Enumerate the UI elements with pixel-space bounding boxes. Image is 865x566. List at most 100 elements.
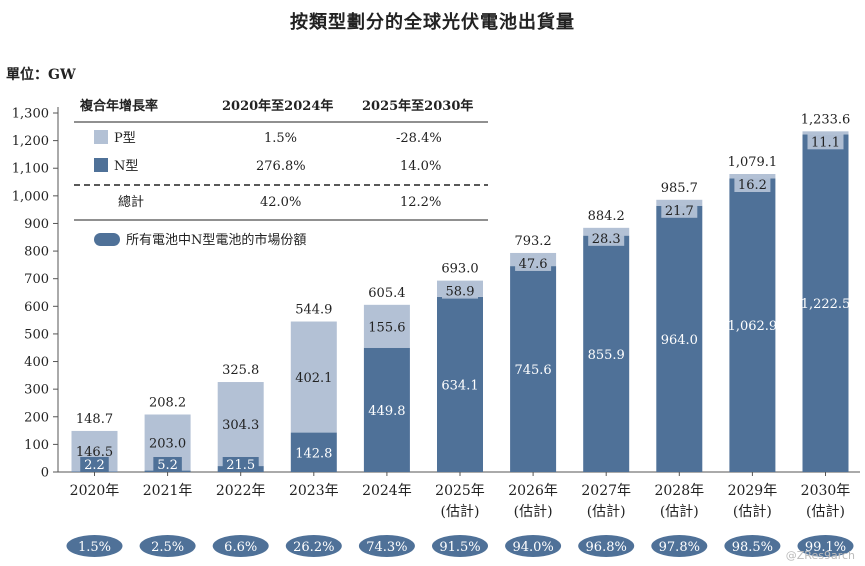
share-label: 91.5% xyxy=(439,540,480,555)
share-label: 97.8% xyxy=(659,540,700,555)
cagr-row-total-b: 12.2% xyxy=(400,195,442,210)
bar-p-type xyxy=(656,199,703,206)
p-value-label: 11.1 xyxy=(811,135,840,150)
n-value-label: 745.6 xyxy=(514,363,551,378)
share-label: 26.2% xyxy=(293,540,334,555)
share-label: 99.1% xyxy=(805,540,846,555)
share-ellipse xyxy=(651,535,708,557)
share-label: 94.0% xyxy=(512,540,553,555)
total-label: 544.9 xyxy=(295,303,332,318)
x-tick-label: (估計) xyxy=(660,504,699,520)
total-label: 884.2 xyxy=(588,209,625,224)
n-value-label: 2.2 xyxy=(84,458,105,473)
chart-title: 按類型劃分的全球光伏電池出貨量 xyxy=(290,12,575,33)
y-tick-label: 0 xyxy=(41,466,49,481)
n-value-label: 855.9 xyxy=(588,348,625,363)
y-tick-label: 1,200 xyxy=(12,134,49,149)
share-ellipse xyxy=(432,535,488,557)
x-tick-label: 2030年 xyxy=(801,483,851,499)
total-label: 1,233.6 xyxy=(801,112,851,127)
x-tick-label: 2028年 xyxy=(654,483,704,499)
share-label: 98.5% xyxy=(732,540,773,555)
share-label: 74.3% xyxy=(366,540,407,555)
share-ellipse xyxy=(505,535,562,557)
share-ellipse xyxy=(285,535,342,557)
p-value-label: 28.3 xyxy=(592,232,621,247)
x-tick-label: 2023年 xyxy=(289,483,339,499)
cagr-table-header: 複合年增長率 2020年至2024年 2025年至2030年 xyxy=(74,94,488,120)
cagr-row-total: 總計 42.0% 12.2% xyxy=(74,190,488,216)
share-ellipse xyxy=(578,535,635,557)
y-tick-label: 700 xyxy=(24,272,49,287)
x-tick-label: (估計) xyxy=(587,504,626,520)
share-label: 2.5% xyxy=(151,540,184,555)
bar-n-type xyxy=(437,296,483,472)
n-value-label: 21.5 xyxy=(226,458,255,473)
p-label-bg xyxy=(661,202,698,218)
x-tick-label: 2026年 xyxy=(508,483,558,499)
bar-p-type xyxy=(363,304,410,348)
share-legend: 所有電池中N型電池的市場份額 xyxy=(74,228,488,254)
n-value-label: 449.8 xyxy=(368,404,405,419)
y-tick-label: 1,300 xyxy=(12,107,49,122)
share-ellipse xyxy=(66,535,123,557)
n-value-label: 1,222.5 xyxy=(801,297,851,312)
p-type-swatch xyxy=(94,130,108,144)
share-legend-ellipse xyxy=(94,233,120,246)
n-type-swatch xyxy=(94,158,108,172)
cagr-header-label: 複合年增長率 xyxy=(80,99,159,114)
x-tick-label: (估計) xyxy=(514,504,553,520)
p-value-label: 155.6 xyxy=(368,320,405,335)
n-value-label: 142.8 xyxy=(295,446,332,461)
p-value-label: 146.5 xyxy=(76,445,113,460)
n-value-label: 964.0 xyxy=(661,333,698,348)
bar-n-type xyxy=(656,205,703,472)
x-tick-label: 2029年 xyxy=(728,483,778,499)
unit-label: 單位：GW xyxy=(6,67,76,83)
n-label-bg xyxy=(222,457,259,472)
total-label: 208.2 xyxy=(149,396,186,411)
share-label: 1.5% xyxy=(78,540,111,555)
y-tick-label: 200 xyxy=(24,410,49,425)
bar-p-type xyxy=(290,321,337,433)
bar-p-type xyxy=(217,382,264,467)
total-label: 793.2 xyxy=(514,234,551,249)
n-label-bg xyxy=(80,457,109,472)
p-value-label: 203.0 xyxy=(149,437,186,452)
y-tick-label: 100 xyxy=(24,438,49,453)
watermark: @ZRes9arch xyxy=(785,549,855,562)
x-tick-label: (估計) xyxy=(441,504,480,520)
share-ellipse xyxy=(212,535,269,557)
n-value-label: 1,062.9 xyxy=(728,319,778,334)
n-label-bg xyxy=(153,457,182,472)
share-legend-label: 所有電池中N型電池的市場份額 xyxy=(126,233,307,248)
x-tick-label: 2022年 xyxy=(216,483,266,499)
bar-n-type xyxy=(363,347,410,472)
cagr-row-total-a: 42.0% xyxy=(260,195,302,210)
share-ellipse xyxy=(358,535,415,557)
bar-n-type xyxy=(729,178,776,472)
cagr-header-2025-2030: 2025年至2030年 xyxy=(362,99,474,114)
total-label: 325.8 xyxy=(222,363,259,378)
p-value-label: 304.3 xyxy=(222,418,259,433)
cagr-row-p-a: 1.5% xyxy=(264,131,298,146)
bar-n-type xyxy=(510,266,557,472)
n-value-label: 634.1 xyxy=(441,378,478,393)
y-tick-label: 400 xyxy=(24,355,49,370)
share-ellipse xyxy=(724,535,781,557)
x-tick-label: 2020年 xyxy=(70,483,120,499)
y-tick-label: 1,000 xyxy=(12,189,49,204)
bar-n-type xyxy=(290,432,337,472)
cagr-header-2020-2024: 2020年至2024年 xyxy=(222,99,334,114)
y-tick-label: 1,100 xyxy=(12,162,49,177)
cagr-row-p-label: P型 xyxy=(94,126,136,152)
p-label-bg xyxy=(515,255,552,271)
n-type-label: N型 xyxy=(114,159,139,174)
p-type-label: P型 xyxy=(114,131,136,146)
cagr-row-n-a: 276.8% xyxy=(256,159,306,174)
cagr-row-total-label: 總計 xyxy=(118,195,145,210)
p-label-bg xyxy=(442,283,478,299)
bar-p-type xyxy=(802,131,849,135)
p-label-bg xyxy=(588,230,625,246)
